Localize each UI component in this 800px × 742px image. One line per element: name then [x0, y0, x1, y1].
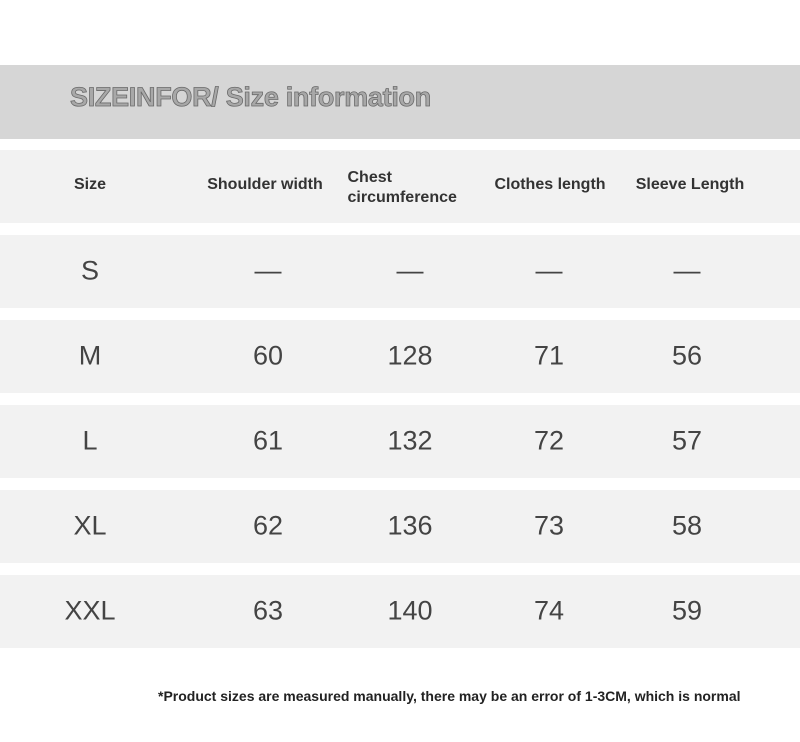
- column-header: Size: [73, 176, 107, 193]
- measurement-value: 58: [671, 510, 703, 541]
- measurement-value: 56: [671, 340, 703, 371]
- header-row: [0, 150, 800, 223]
- page-title: SIZEINFOR/ Size information: [70, 82, 432, 113]
- measurement-value: 73: [533, 510, 565, 541]
- size-label: XXL: [64, 595, 116, 626]
- measurement-value: 60: [252, 340, 284, 371]
- table-row: [0, 320, 800, 393]
- table-row: [0, 235, 800, 308]
- measurement-value: 140: [387, 595, 433, 626]
- measurement-value: 57: [671, 425, 703, 456]
- size-label: L: [82, 425, 98, 456]
- measurement-note: *Product sizes are measured manually, th…: [158, 688, 741, 704]
- measurement-value: 128: [387, 340, 433, 371]
- size-label: XL: [73, 510, 107, 541]
- table-row: [0, 490, 800, 563]
- column-header: Chest circumference: [347, 169, 457, 206]
- measurement-value: —: [673, 255, 701, 286]
- table-row: [0, 575, 800, 648]
- size-label: M: [78, 340, 102, 371]
- measurement-value: 72: [533, 425, 565, 456]
- measurement-value: 62: [252, 510, 284, 541]
- column-header: Shoulder width: [207, 176, 323, 193]
- column-header: Clothes length: [494, 176, 606, 193]
- measurement-value: 63: [252, 595, 284, 626]
- measurement-value: —: [254, 255, 282, 286]
- measurement-value: 74: [533, 595, 565, 626]
- measurement-value: 136: [387, 510, 433, 541]
- measurement-value: 59: [671, 595, 703, 626]
- title-band: [0, 65, 800, 139]
- measurement-value: 61: [252, 425, 284, 456]
- table-row: [0, 405, 800, 478]
- measurement-value: 132: [387, 425, 433, 456]
- size-label: S: [80, 255, 100, 286]
- measurement-value: 71: [533, 340, 565, 371]
- measurement-value: —: [535, 255, 563, 286]
- measurement-value: —: [396, 255, 424, 286]
- column-header: Sleeve Length: [635, 176, 745, 193]
